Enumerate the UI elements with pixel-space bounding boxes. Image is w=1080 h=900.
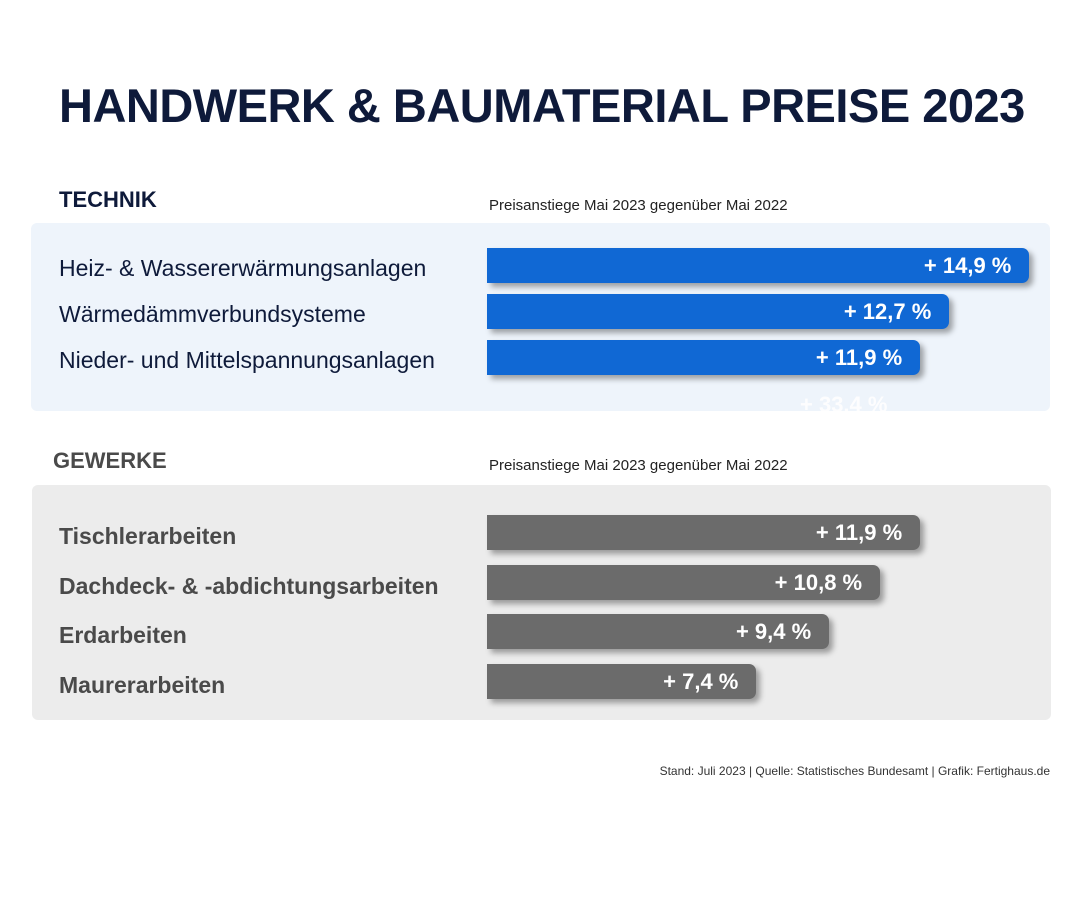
bar-value-label-technik: + 12,7 % [843,299,932,324]
category-label-gewerke: Maurerarbeiten [59,671,226,698]
source-footer: Stand: Juli 2023 | Quelle: Statistisches… [659,764,1050,778]
bar-gewerke [487,663,757,699]
bar-value-label-technik: + 14,9 % [923,253,1012,278]
bar-value-label-technik: + 11,9 % [815,345,903,370]
bar-value-label-gewerke: + 9,4 % [735,619,812,644]
category-label-technik: Nieder- und Mittelspannungsanlagen [59,347,435,373]
section-label-gewerke: GEWERKE [53,448,167,473]
bar-gewerke [487,614,830,649]
bar-value-label-gewerke: + 10,8 % [774,569,863,595]
category-label-technik: Wärmedämmverbundsysteme [59,301,366,327]
bar-value-label-gewerke: + 7,4 % [663,668,739,694]
category-label-technik: Heiz- & Wassererwärmungsanlagen [59,255,427,281]
category-label-gewerke: Tischlerarbeiten [59,523,237,549]
bar-technik [487,340,921,375]
section-label-technik: TECHNIK [59,187,157,212]
subtitle-technik: Preisanstiege Mai 2023 gegenüber Mai 202… [489,197,788,214]
category-label-gewerke: Erdarbeiten [59,622,187,648]
bar-technik [487,294,950,329]
subtitle-gewerke: Preisanstiege Mai 2023 gegenüber Mai 202… [489,457,788,474]
ghost-value-label: + 33,4 % [800,392,888,417]
bar-gewerke [487,515,921,550]
chart-title: HANDWERK & BAUMATERIAL PREISE 2023 [59,79,1025,132]
bar-gewerke [487,564,881,600]
category-label-gewerke: Dachdeck- & -abdichtungsarbeiten [59,572,439,599]
bar-technik [487,248,1030,283]
bar-value-label-gewerke: + 11,9 % [815,520,903,545]
